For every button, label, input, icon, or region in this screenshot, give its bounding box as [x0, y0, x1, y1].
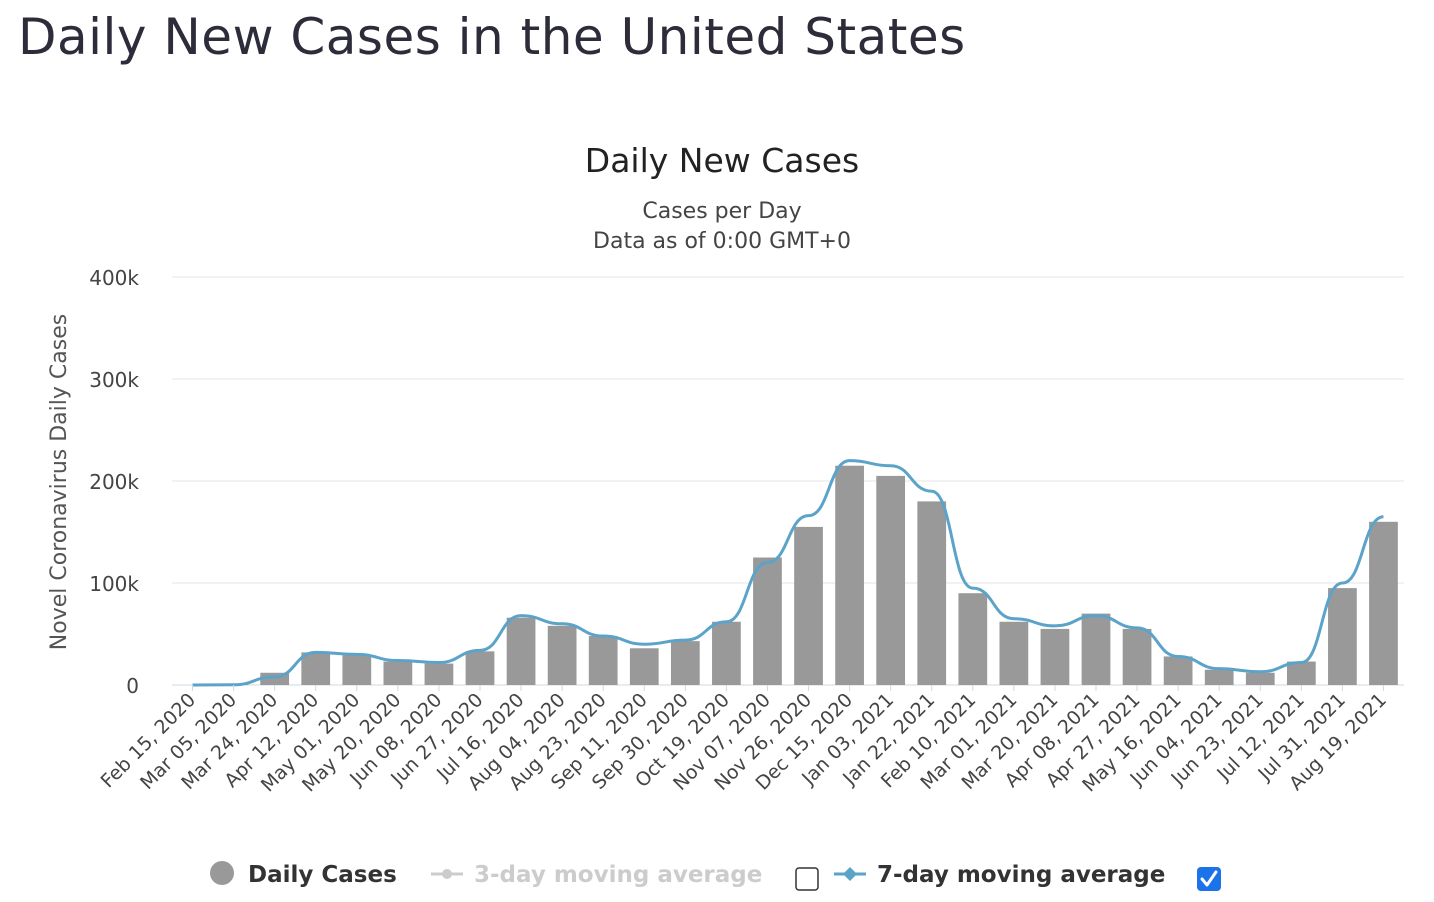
legend-item-daily-cases[interactable]: Daily Cases: [210, 861, 397, 888]
bar-series: [219, 465, 1398, 685]
bar: [383, 661, 413, 685]
bar: [465, 651, 495, 685]
y-tick-label: 0: [126, 674, 139, 698]
bar: [917, 501, 947, 685]
bar: [1328, 588, 1357, 685]
bar: [1369, 521, 1398, 685]
bar: [794, 526, 823, 685]
bar: [424, 663, 454, 685]
bar: [1081, 613, 1111, 685]
legend-label-daily-cases: Daily Cases: [248, 862, 397, 888]
ma7-diamond-marker-icon: [843, 867, 857, 881]
ma3-checkbox[interactable]: [795, 867, 819, 891]
page-title: Daily New Cases in the United States: [18, 8, 966, 66]
bar: [876, 475, 906, 685]
y-tick-label: 200k: [89, 470, 139, 494]
bar: [1040, 628, 1070, 685]
y-tick-label: 100k: [89, 572, 139, 596]
bar: [670, 641, 700, 685]
ma3-marker-icon: [442, 869, 452, 879]
bar: [342, 655, 372, 685]
bar: [1204, 669, 1234, 685]
bar: [629, 648, 659, 685]
y-axis-title: Novel Coronavirus Daily Cases: [47, 314, 72, 650]
bar: [547, 625, 577, 685]
bar: [301, 652, 331, 685]
chart-subtitle-1: Cases per Day: [642, 199, 801, 224]
ma7-checkbox[interactable]: [1197, 867, 1221, 891]
legend-label-ma3: 3-day moving average: [474, 862, 762, 888]
y-axis-ticks: 0 100k 200k 300k 400k: [89, 266, 139, 698]
bar: [588, 636, 618, 685]
bar: [1286, 661, 1316, 685]
bar: [753, 557, 782, 685]
bar: [1245, 672, 1275, 685]
bar: [835, 465, 864, 685]
chart-title: Daily New Cases: [585, 141, 859, 180]
bar: [1122, 628, 1152, 685]
legend-label-ma7: 7-day moving average: [877, 862, 1165, 888]
gridlines: [172, 276, 1404, 686]
chart-subtitle-2: Data as of 0:00 GMT+0: [593, 229, 851, 254]
bar: [1163, 656, 1193, 685]
ma7-line-series: [192, 459, 1384, 687]
bar: [506, 617, 536, 685]
legend: Daily Cases 3-day moving average 7-day m…: [210, 861, 1221, 891]
legend-item-ma3[interactable]: 3-day moving average: [431, 862, 762, 888]
y-tick-label: 400k: [89, 266, 139, 290]
daily-cases-marker-icon: [210, 861, 234, 885]
bar: [712, 621, 741, 685]
y-tick-label: 300k: [89, 368, 139, 392]
bar: [958, 593, 988, 685]
checkmark-icon: [1200, 870, 1218, 887]
bar: [999, 621, 1029, 685]
ma7-line: [192, 459, 1384, 687]
legend-item-ma7[interactable]: 7-day moving average: [834, 862, 1165, 888]
